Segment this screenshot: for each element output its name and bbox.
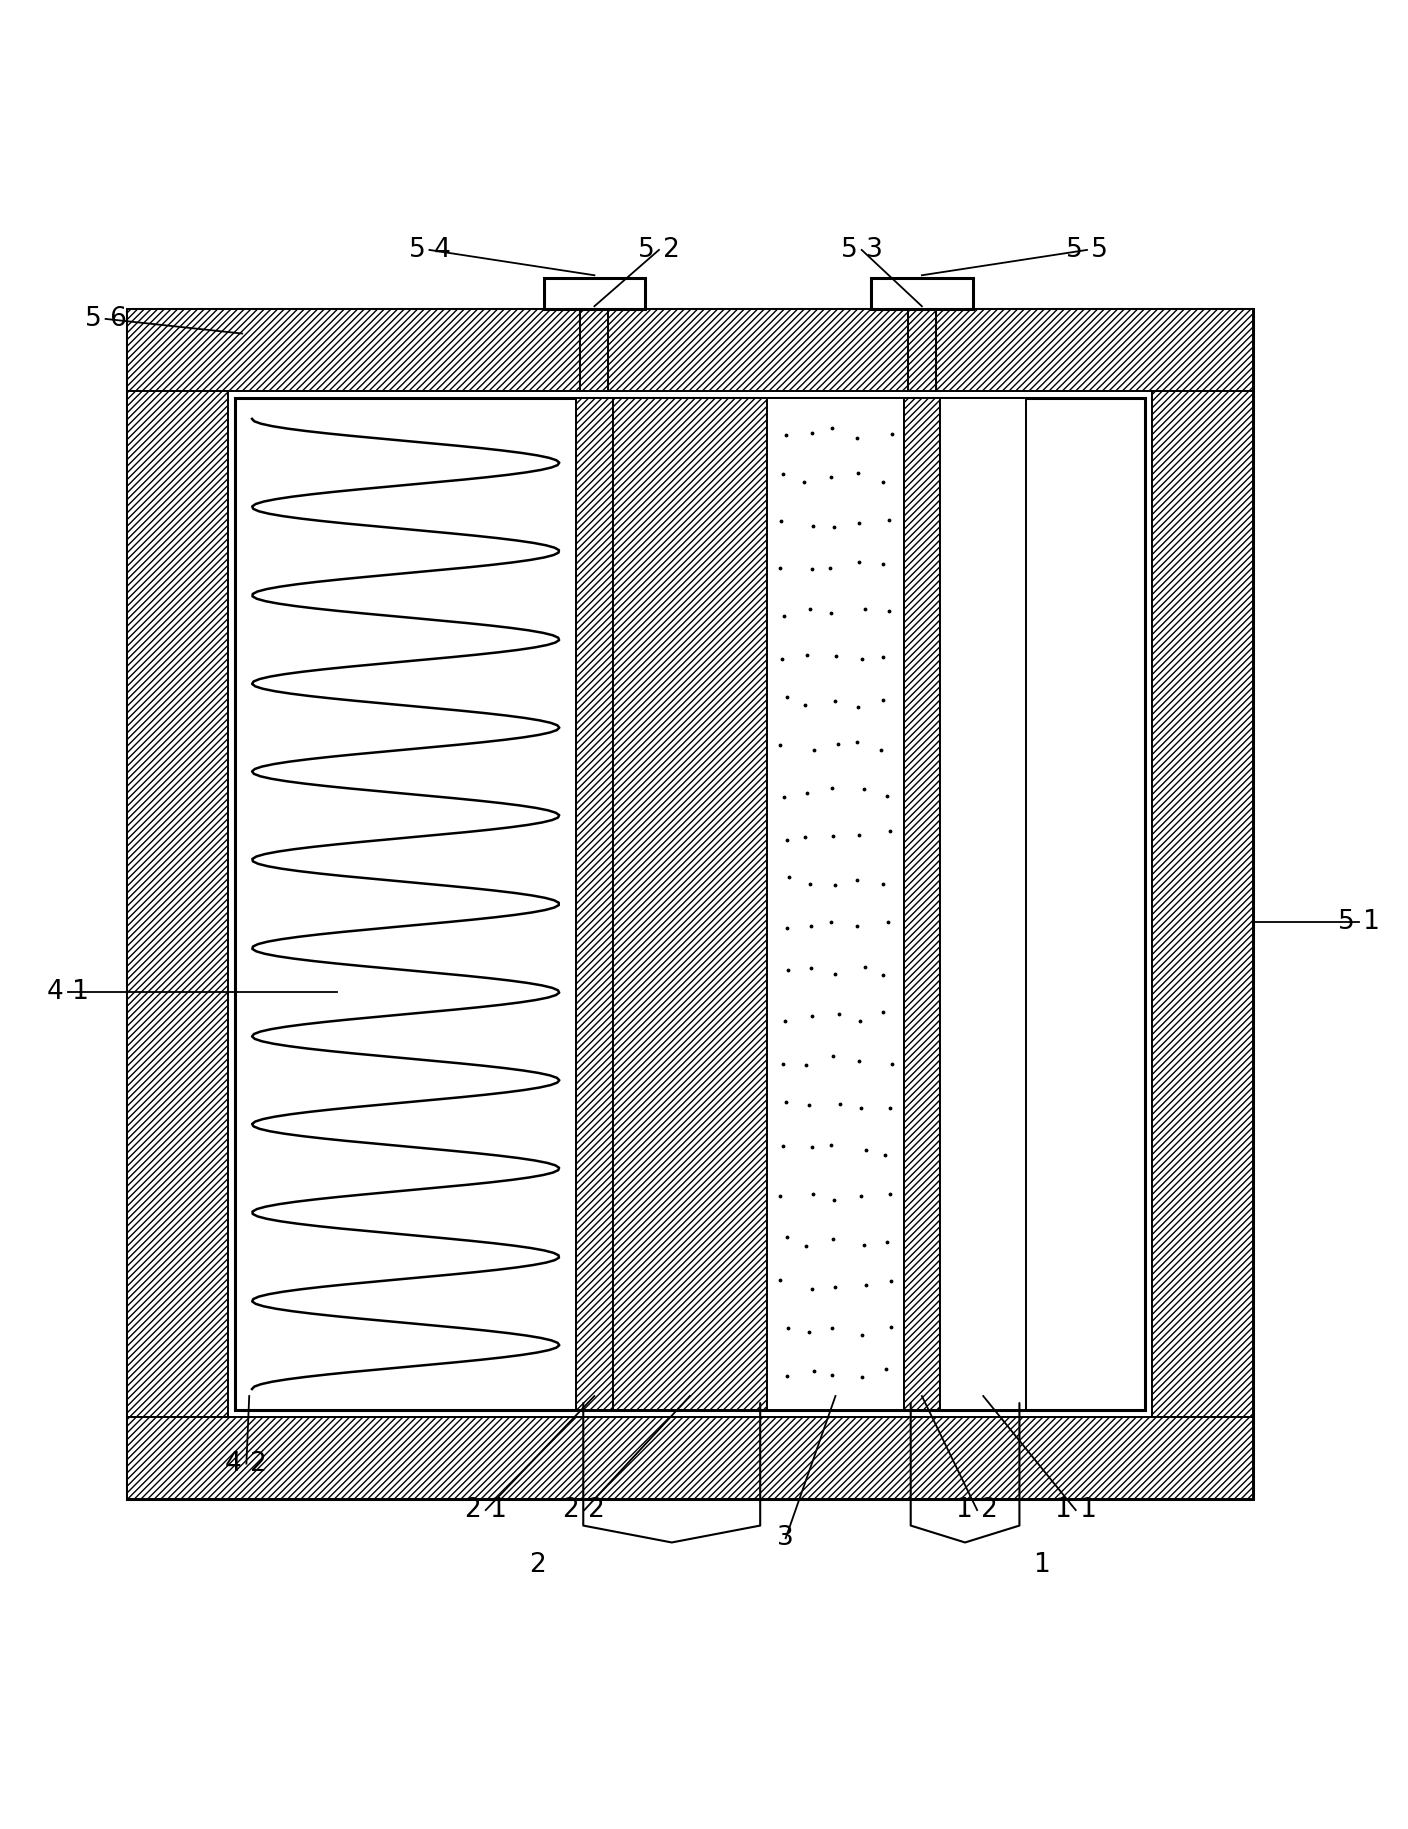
Text: 1: 1 xyxy=(1033,1553,1050,1578)
Text: 1 2: 1 2 xyxy=(956,1498,998,1524)
Bar xyxy=(576,397,612,1410)
Text: 3: 3 xyxy=(777,1525,794,1551)
Text: 4 1: 4 1 xyxy=(46,979,89,1004)
Bar xyxy=(904,397,941,1410)
Bar xyxy=(872,278,973,309)
Bar xyxy=(127,1417,1253,1498)
Bar xyxy=(767,397,904,1410)
Text: 2 2: 2 2 xyxy=(563,1498,605,1524)
Text: 5 1: 5 1 xyxy=(1338,909,1380,935)
Bar xyxy=(235,397,1145,1410)
Text: 5 4: 5 4 xyxy=(408,238,451,263)
Text: 5 2: 5 2 xyxy=(638,238,680,263)
Bar xyxy=(543,278,645,309)
Bar xyxy=(941,397,1026,1410)
Text: 2 1: 2 1 xyxy=(465,1498,507,1524)
Bar xyxy=(127,309,1253,1498)
Text: 1 1: 1 1 xyxy=(1055,1498,1097,1524)
Bar xyxy=(127,309,228,1498)
Text: 4 2: 4 2 xyxy=(225,1450,268,1476)
Bar xyxy=(1152,309,1253,1498)
Bar xyxy=(612,397,767,1410)
Text: 5 5: 5 5 xyxy=(1066,238,1108,263)
Text: 5 3: 5 3 xyxy=(841,238,883,263)
Text: 2: 2 xyxy=(529,1553,546,1578)
Bar xyxy=(908,309,936,391)
Text: 5 6: 5 6 xyxy=(84,305,127,331)
Bar xyxy=(580,309,608,391)
Bar xyxy=(127,309,1253,391)
